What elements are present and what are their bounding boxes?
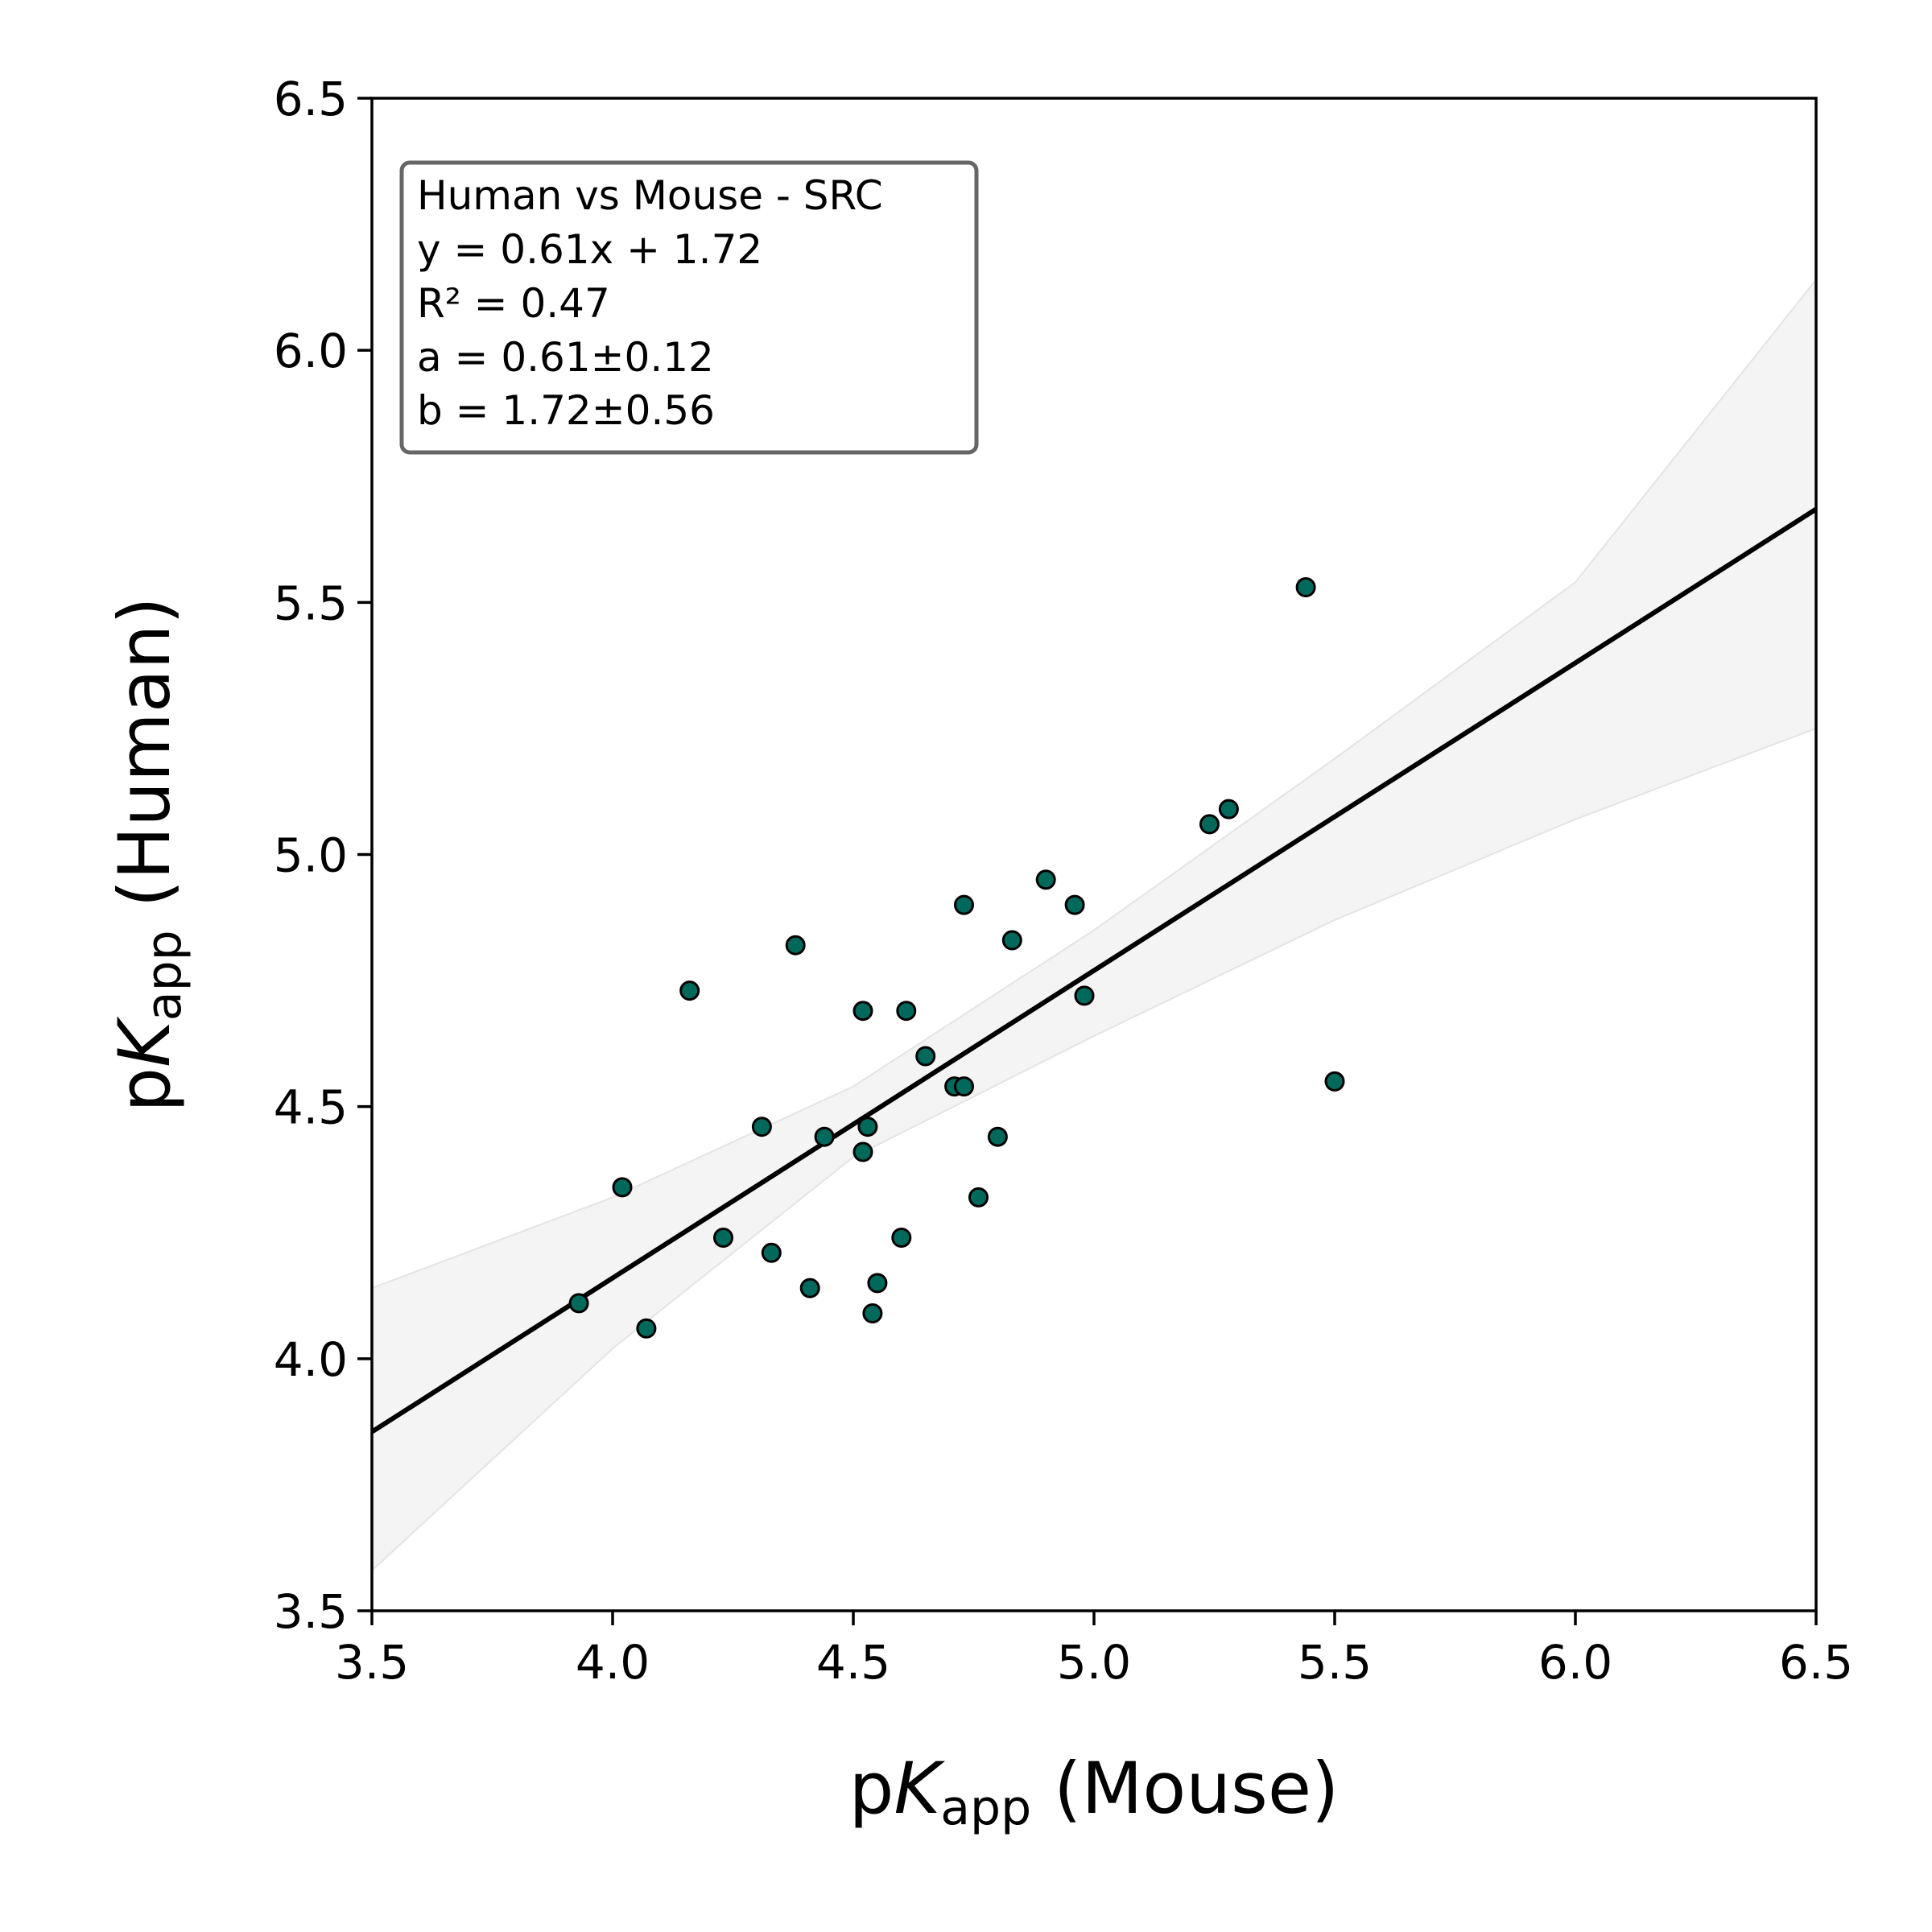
data-point [799,1278,820,1298]
x-tick-label: 3.5 [335,1635,409,1690]
data-point [867,1273,888,1294]
x-label-suffix: (Mouse) [1031,1747,1339,1830]
x-ticks: 3.5 4.0 4.5 5.0 5.5 6.0 6.5 [335,1611,1853,1690]
data-point [852,1001,873,1022]
data-point [852,1141,873,1162]
data-point [785,935,806,956]
data-point [751,1117,772,1137]
data-point [1035,869,1056,890]
data-point [814,1126,835,1147]
x-tick-label: 5.0 [1057,1635,1131,1690]
legend-equation: y = 0.61x + 1.72 [417,226,762,273]
x-tick-label: 5.5 [1298,1635,1372,1690]
data-point [1199,814,1220,835]
data-point [954,1076,974,1097]
y-ticks: 3.5 4.0 4.5 5.0 5.5 6.0 6.5 [274,72,372,1639]
data-point [1218,799,1239,819]
data-point [612,1177,633,1198]
x-tick-label: 6.0 [1538,1635,1612,1690]
y-label-var: K [103,1016,186,1067]
legend-r2: R² = 0.47 [417,280,610,327]
legend-title: Human vs Mouse - SRC [417,172,883,219]
y-label-sub: app [136,930,192,1021]
fit-line-layer [370,506,1818,1435]
data-point [891,1228,912,1248]
confidence-band [371,277,1817,1573]
data-point [636,1318,657,1339]
y-axis-label: pKapp (Human) [103,597,192,1113]
y-label-suffix: (Human) [103,597,186,930]
x-axis-label: pKapp (Mouse) [849,1747,1340,1836]
stats-legend: Human vs Mouse - SRC y = 0.61x + 1.72 R²… [399,160,979,455]
x-label-prefix: p [849,1747,894,1830]
fit-line [370,506,1818,1435]
data-point [761,1242,782,1263]
data-point [968,1187,989,1208]
data-point [857,1117,878,1137]
x-tick-label: 6.5 [1779,1635,1853,1690]
y-tick-label: 4.0 [274,1332,348,1387]
data-point [954,894,974,915]
y-tick-label: 5.5 [274,576,348,630]
data-point [896,1001,917,1022]
x-tick-label: 4.5 [816,1635,890,1690]
y-tick-label: 4.5 [274,1080,348,1135]
data-point [1295,577,1316,597]
data-point [987,1126,1008,1147]
y-tick-label: 3.5 [274,1584,348,1639]
y-label-prefix: p [103,1067,186,1113]
x-label-sub: app [940,1780,1031,1836]
x-tick-label: 4.0 [576,1635,650,1690]
data-point [1064,894,1085,915]
points-layer [568,577,1345,1339]
data-point [568,1293,589,1314]
legend-b: b = 1.72±0.56 [417,387,715,434]
legend-a: a = 0.61±0.12 [417,334,714,381]
y-tick-label: 5.0 [274,828,348,883]
data-point [713,1228,733,1248]
data-point [1074,985,1095,1006]
y-tick-label: 6.5 [274,72,348,126]
y-tick-label: 6.0 [274,324,348,378]
confidence-band-layer [371,277,1817,1573]
legend-box [399,160,979,455]
data-point [1324,1071,1345,1092]
data-point [862,1303,883,1323]
data-point [915,1046,936,1067]
data-point [1001,930,1022,951]
data-point [679,980,700,1001]
x-label-var: K [894,1747,946,1830]
